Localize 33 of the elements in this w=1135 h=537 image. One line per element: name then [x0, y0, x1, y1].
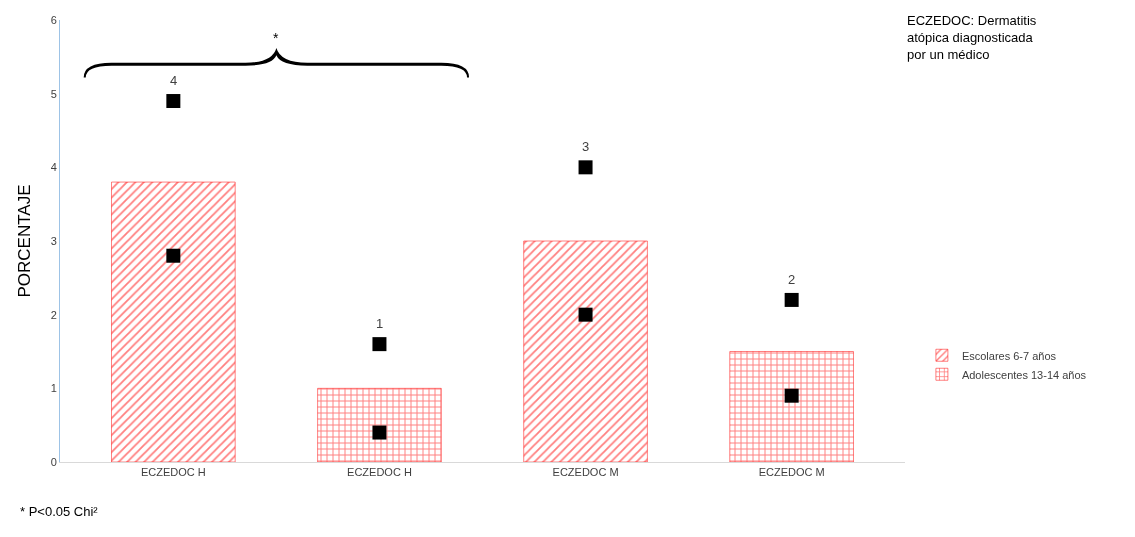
bar — [111, 181, 236, 462]
text: Adolescentes 13-14 años — [961, 368, 1087, 381]
y-tick-label: 2 — [50, 308, 57, 321]
x-tick-label: ECZEDOC M — [552, 466, 619, 479]
point — [372, 425, 387, 440]
annotation: 4 — [170, 73, 178, 88]
text: * P<0.05 Chi² — [20, 504, 99, 519]
point — [784, 292, 799, 307]
bar — [523, 240, 648, 462]
annotation: 3 — [582, 139, 590, 154]
y-tick-label: 4 — [50, 161, 57, 174]
x-tick-label: ECZEDOC H — [140, 466, 206, 479]
point — [784, 388, 799, 403]
point — [372, 337, 387, 352]
y-tick-label: 3 — [50, 234, 57, 247]
y-tick-label: 6 — [50, 13, 57, 26]
point — [166, 94, 181, 109]
y-axis-title: PORCENTAJE — [15, 184, 35, 298]
point — [578, 160, 593, 175]
point — [578, 307, 593, 322]
bar — [729, 351, 854, 462]
point — [166, 248, 181, 263]
x-tick-label: ECZEDOC H — [347, 466, 412, 479]
y-tick-label: 5 — [50, 87, 57, 100]
y-tick-label: 0 — [50, 455, 57, 468]
text: ECZEDOC: Dermatitis atópica diagnosticada por un médico — [907, 13, 1037, 62]
bar — [317, 388, 442, 462]
text: Escolares 6-7 años — [961, 349, 1057, 362]
x-tick-label: ECZEDOC M — [758, 466, 825, 479]
annotation: 1 — [376, 316, 384, 331]
annotation: 2 — [788, 272, 796, 287]
annotation: * — [273, 30, 279, 46]
y-tick-label: 1 — [50, 382, 57, 395]
